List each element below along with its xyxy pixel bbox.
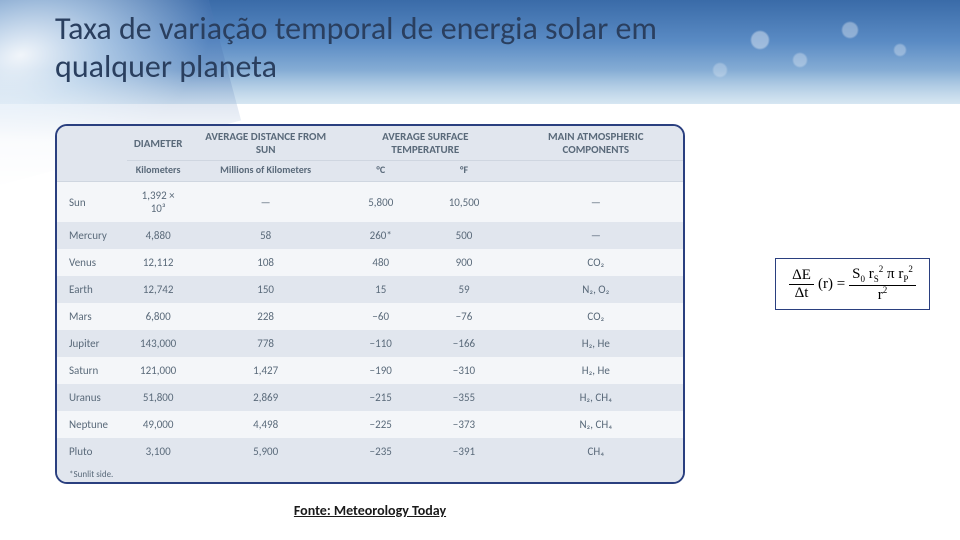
table-cell-atm: CO₂ (509, 303, 683, 330)
table-cell-tf: −166 (419, 330, 508, 357)
table-cell-tf: −373 (419, 411, 508, 438)
table-caption: Fonte: Meteorology Today (55, 502, 685, 519)
col-distance-unit: Millions of Kilometers (189, 161, 342, 182)
table-cell-tf: 900 (419, 249, 508, 276)
col-temp-f: °F (419, 161, 508, 182)
table-cell-atm: N₂, CH₄ (509, 411, 683, 438)
table-cell-diameter: 121,000 (127, 357, 189, 384)
table-cell-diameter: 143,000 (127, 330, 189, 357)
table-row: Sun1,392 × 10³—5,80010,500— (57, 182, 683, 223)
table-cell-diameter: 12,112 (127, 249, 189, 276)
table-row: Uranus51,8002,869−215−355H₂, CH₄ (57, 384, 683, 411)
table-cell-name: Mercury (57, 222, 127, 249)
formula-lhs-den: Δt (792, 285, 812, 302)
col-atm-header: MAIN ATMOSPHERIC COMPONENTS (509, 126, 683, 161)
table-cell-dist: — (189, 182, 342, 223)
col-diameter-unit: Kilometers (127, 161, 189, 182)
table-cell-atm: — (509, 182, 683, 223)
table-cell-tc: −190 (342, 357, 419, 384)
table-cell-diameter: 51,800 (127, 384, 189, 411)
table-cell-name: Saturn (57, 357, 127, 384)
table-cell-tf: −76 (419, 303, 508, 330)
table-cell-dist: 778 (189, 330, 342, 357)
table-cell-diameter: 4,880 (127, 222, 189, 249)
table-cell-tc: −110 (342, 330, 419, 357)
table-row: Saturn121,0001,427−190−310H₂, He (57, 357, 683, 384)
planets-table-container: DIAMETER AVERAGE DISTANCE FROM SUN AVERA… (55, 124, 685, 484)
table-cell-diameter: 49,000 (127, 411, 189, 438)
table-cell-atm: CH₄ (509, 438, 683, 465)
table-cell-name: Neptune (57, 411, 127, 438)
table-cell-name: Sun (57, 182, 127, 223)
table-cell-tf: −391 (419, 438, 508, 465)
table-cell-dist: 150 (189, 276, 342, 303)
table-cell-tc: 5,800 (342, 182, 419, 223)
table-cell-dist: 2,869 (189, 384, 342, 411)
table-cell-atm: H₂, CH₄ (509, 384, 683, 411)
table-cell-atm: H₂, He (509, 357, 683, 384)
col-diameter-header: DIAMETER (127, 126, 189, 161)
formula-mid: (r) = (818, 276, 845, 293)
energy-formula: ΔE Δt (r) = S0 rS2 π rP2 r2 (775, 258, 930, 310)
table-cell-diameter: 3,100 (127, 438, 189, 465)
table-cell-name: Pluto (57, 438, 127, 465)
table-cell-name: Jupiter (57, 330, 127, 357)
col-temp-header: AVERAGE SURFACE TEMPERATURE (342, 126, 509, 161)
table-cell-atm: — (509, 222, 683, 249)
table-cell-dist: 1,427 (189, 357, 342, 384)
table-cell-tf: −355 (419, 384, 508, 411)
slide-title: Taxa de variação temporal de energia sol… (55, 10, 755, 87)
table-row: Jupiter143,000778−110−166H₂, He (57, 330, 683, 357)
table-footnote: *Sunlit side. (57, 465, 683, 484)
table-cell-atm: N₂, O₂ (509, 276, 683, 303)
table-row: Earth12,7421501559N₂, O₂ (57, 276, 683, 303)
formula-lhs-num: ΔE (789, 267, 814, 285)
table-row: Pluto3,1005,900−235−391CH₄ (57, 438, 683, 465)
table-cell-dist: 228 (189, 303, 342, 330)
table-cell-dist: 5,900 (189, 438, 342, 465)
table-row: Mercury4,88058260*500— (57, 222, 683, 249)
col-temp-c: °C (342, 161, 419, 182)
table-cell-tc: 15 (342, 276, 419, 303)
table-cell-name: Venus (57, 249, 127, 276)
table-cell-diameter: 12,742 (127, 276, 189, 303)
table-cell-tc: −215 (342, 384, 419, 411)
table-row: Neptune49,0004,498−225−373N₂, CH₄ (57, 411, 683, 438)
table-cell-atm: H₂, He (509, 330, 683, 357)
table-cell-tc: 260* (342, 222, 419, 249)
formula-rhs-den: r2 (875, 286, 891, 304)
table-cell-tc: −60 (342, 303, 419, 330)
table-cell-tc: −225 (342, 411, 419, 438)
table-cell-tc: 480 (342, 249, 419, 276)
table-cell-name: Uranus (57, 384, 127, 411)
table-cell-diameter: 6,800 (127, 303, 189, 330)
table-cell-name: Earth (57, 276, 127, 303)
table-cell-tf: −310 (419, 357, 508, 384)
table-cell-tf: 10,500 (419, 182, 508, 223)
table-cell-diameter: 1,392 × 10³ (127, 182, 189, 223)
table-row: Mars6,800228−60−76CO₂ (57, 303, 683, 330)
formula-rhs-num: S0 rS2 π rP2 (849, 265, 916, 286)
planets-table: DIAMETER AVERAGE DISTANCE FROM SUN AVERA… (57, 126, 683, 465)
col-distance-header: AVERAGE DISTANCE FROM SUN (189, 126, 342, 161)
table-row: Venus12,112108480900CO₂ (57, 249, 683, 276)
table-cell-dist: 108 (189, 249, 342, 276)
table-cell-tf: 500 (419, 222, 508, 249)
table-cell-tf: 59 (419, 276, 508, 303)
table-cell-dist: 4,498 (189, 411, 342, 438)
table-cell-atm: CO₂ (509, 249, 683, 276)
table-cell-tc: −235 (342, 438, 419, 465)
table-cell-dist: 58 (189, 222, 342, 249)
table-cell-name: Mars (57, 303, 127, 330)
